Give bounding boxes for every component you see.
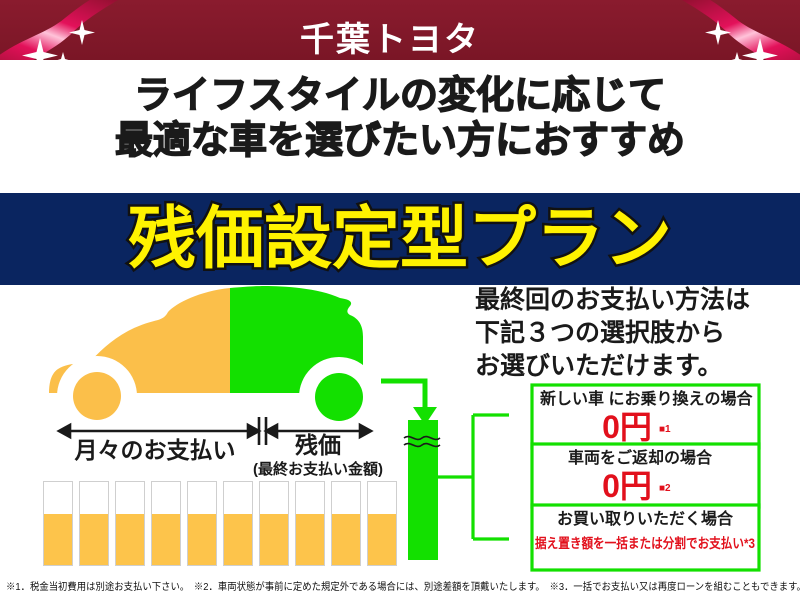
svg-text:■1: ■1 <box>659 424 671 435</box>
svg-text:車両をご返却の場合: 車両をご返却の場合 <box>568 448 713 467</box>
svg-text:下記３つの選択肢から: 下記３つの選択肢から <box>475 318 725 347</box>
svg-text:0円: 0円 <box>602 409 652 445</box>
svg-text:お選びいただけます。: お選びいただけます。 <box>475 352 723 380</box>
svg-text:新しい車 にお乗り換えの場合: 新しい車 にお乗り換えの場合 <box>540 389 753 408</box>
svg-text:お買い取りいただく場合: お買い取りいただく場合 <box>557 509 734 528</box>
svg-text:据え置き額を一括または分割でお支払い*3: 据え置き額を一括または分割でお支払い*3 <box>535 535 755 551</box>
svg-text:0円: 0円 <box>602 468 652 504</box>
svg-text:■2: ■2 <box>659 483 671 494</box>
svg-text:最終回のお支払い方法は: 最終回のお支払い方法は <box>475 285 750 314</box>
